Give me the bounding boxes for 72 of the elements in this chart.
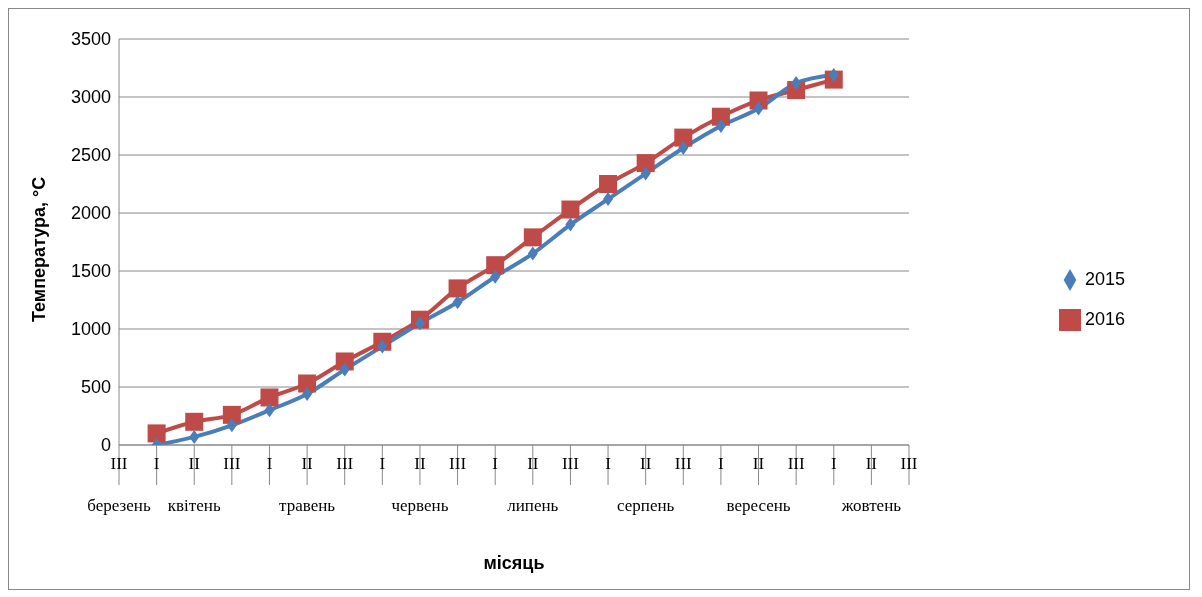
point (448, 279, 467, 298)
text: травень (279, 496, 336, 515)
point (222, 405, 241, 424)
point (264, 403, 275, 418)
y-tick-label: 0 (100, 435, 111, 456)
x-tick-label: II (527, 454, 539, 474)
x-tick-label: I (830, 454, 837, 474)
point (260, 388, 279, 407)
text: червень (391, 496, 449, 515)
point (791, 76, 802, 91)
point (339, 362, 350, 377)
y-tick-label: 500 (80, 377, 111, 398)
point (753, 101, 764, 116)
point (527, 246, 538, 261)
x-tick-label: III (900, 454, 918, 474)
point (298, 374, 317, 393)
x-tick-label: II (188, 454, 201, 474)
x-tick-label: III (561, 454, 580, 474)
x-tick-label: I (153, 454, 160, 474)
text: липень (507, 496, 559, 515)
x-tick-label: I (605, 454, 612, 474)
x-tick-label: III (674, 454, 693, 474)
x-tick-label: II (414, 454, 426, 474)
x-tick-label: II (865, 454, 878, 474)
x-tick-label: III (223, 454, 241, 474)
x-tick-label: II (752, 454, 765, 474)
x-tick-label: II (301, 454, 314, 474)
text: жовтень (840, 496, 902, 515)
point (490, 269, 501, 284)
point (599, 175, 618, 193)
point (147, 424, 166, 443)
text: квітень (167, 496, 221, 515)
point (452, 295, 463, 310)
point (302, 386, 313, 401)
legend-label: 2016 (1085, 309, 1126, 329)
point (603, 192, 614, 207)
y-tick-label: 3000 (70, 87, 111, 108)
point (828, 67, 839, 82)
x-tick-label: III (449, 454, 467, 474)
y-tick-label: 1500 (70, 261, 111, 282)
point (636, 154, 655, 173)
point (486, 256, 505, 275)
x-tick-label: III (336, 454, 354, 474)
point (414, 316, 425, 331)
text: серпень (617, 496, 675, 515)
y-axis-title: Температура, °С (29, 176, 50, 322)
text: березень (87, 496, 151, 515)
point (561, 200, 580, 219)
point (185, 412, 204, 431)
y-tick-label: 2000 (70, 203, 111, 224)
x-tick-label: I (492, 454, 499, 474)
y-tick-label: 3500 (70, 29, 111, 50)
point (674, 128, 693, 147)
x-axis-title: місяць (483, 553, 545, 573)
point (189, 429, 200, 444)
legend-label: 2015 (1085, 269, 1126, 289)
y-tick-label: 1000 (70, 319, 111, 340)
point (640, 166, 651, 181)
y-tick-label: 2500 (70, 145, 111, 166)
x-tick-label: I (266, 454, 273, 474)
point (523, 228, 542, 247)
x-tick-label: I (718, 454, 725, 474)
point (377, 339, 388, 354)
point (565, 217, 576, 232)
x-tick-label: I (379, 454, 386, 474)
x-tick-label: II (640, 454, 652, 474)
point (715, 119, 726, 133)
x-tick-label: III (787, 454, 805, 474)
point (226, 418, 237, 433)
x-tick-label: III (110, 454, 128, 474)
point (678, 141, 689, 156)
text: вересень (726, 496, 791, 515)
